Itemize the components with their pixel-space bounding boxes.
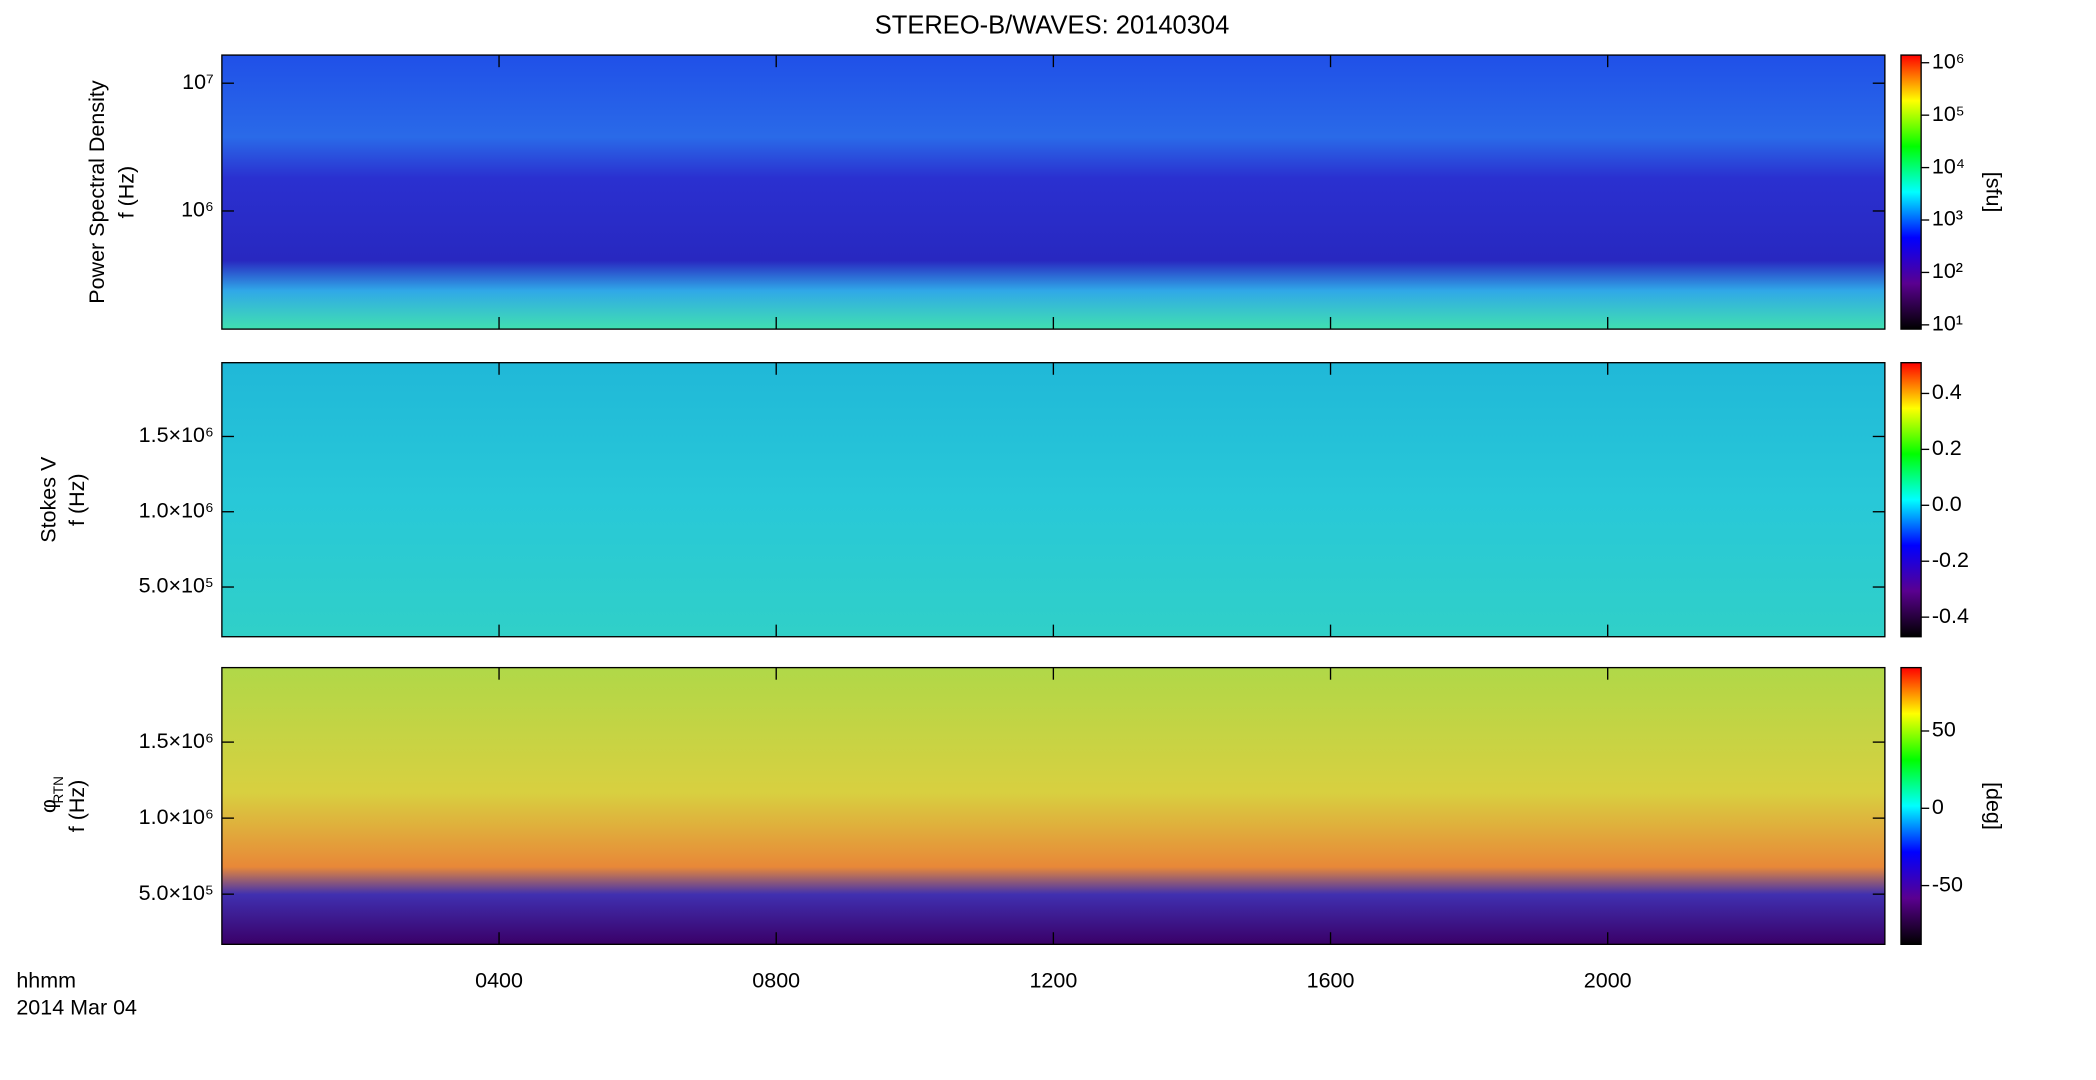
colorbar-tick-label: 10³ xyxy=(1932,207,1963,231)
x-tick-label: 0800 xyxy=(752,969,800,993)
colorbar-tick-label: 10¹ xyxy=(1932,312,1963,336)
colorbar-tick-label: 0.4 xyxy=(1932,380,1962,404)
y-tick-label: 5.0×10⁵ xyxy=(139,574,214,598)
chart-title: STEREO-B/WAVES: 20140304 xyxy=(875,12,1230,40)
y-tick-label: 10⁶ xyxy=(181,198,214,222)
y-tick-label: 1.5×10⁶ xyxy=(139,423,214,447)
y-tick-label: 1.5×10⁶ xyxy=(139,729,214,753)
colorbar xyxy=(1900,666,1922,945)
colorbar-tick-label: 0 xyxy=(1932,795,1944,819)
x-tick-label: 1200 xyxy=(1029,969,1077,993)
colorbar-tick-label: -0.4 xyxy=(1932,604,1969,628)
colorbar-tick-label: 0.0 xyxy=(1932,492,1962,516)
colorbar-tick-label: 10⁵ xyxy=(1932,102,1965,126)
y-tick-label: 1.0×10⁶ xyxy=(139,805,214,829)
x-tick-label: 2000 xyxy=(1584,969,1632,993)
colorbar-tick-label: -50 xyxy=(1932,872,1963,896)
spectrogram-image xyxy=(221,55,1885,330)
colorbar-tick-label: 10⁴ xyxy=(1932,154,1965,178)
x-tick-label: 0400 xyxy=(475,969,523,993)
y-tick-label: 1.0×10⁶ xyxy=(139,498,214,522)
colorbar xyxy=(1900,54,1922,330)
y-axis-label: f (Hz) xyxy=(115,166,139,219)
y-axis-label: f (Hz) xyxy=(65,780,89,833)
colorbar-tick-label: 10² xyxy=(1932,259,1963,283)
colorbar-tick-label: 0.2 xyxy=(1932,436,1962,460)
y-tick-label: 10⁷ xyxy=(182,70,214,94)
colorbar-tick-label: 50 xyxy=(1932,718,1956,742)
x-axis-date: 2014 Mar 04 xyxy=(16,995,137,1019)
y-axis-label: f (Hz) xyxy=(65,473,89,526)
colorbar-tick-label: -0.2 xyxy=(1932,548,1969,572)
colorbar-label: [deg] xyxy=(1982,782,2006,830)
y-axis-label: Power Spectral Density xyxy=(85,80,109,304)
x-tick-label: 1600 xyxy=(1307,969,1355,993)
y-axis-label: φ xyxy=(37,799,61,813)
colorbar-label: [sfu] xyxy=(1982,172,2006,213)
colorbar-tick-label: 10⁶ xyxy=(1932,49,1965,73)
x-axis-label: hhmm xyxy=(16,969,76,993)
y-tick-label: 5.0×10⁵ xyxy=(139,881,214,905)
colorbar xyxy=(1900,362,1922,638)
y-axis-label-subscript: RTN xyxy=(51,776,66,803)
y-axis-label: Stokes V xyxy=(37,456,61,543)
spectrogram-image xyxy=(221,667,1885,945)
spectrogram-image xyxy=(221,362,1885,637)
